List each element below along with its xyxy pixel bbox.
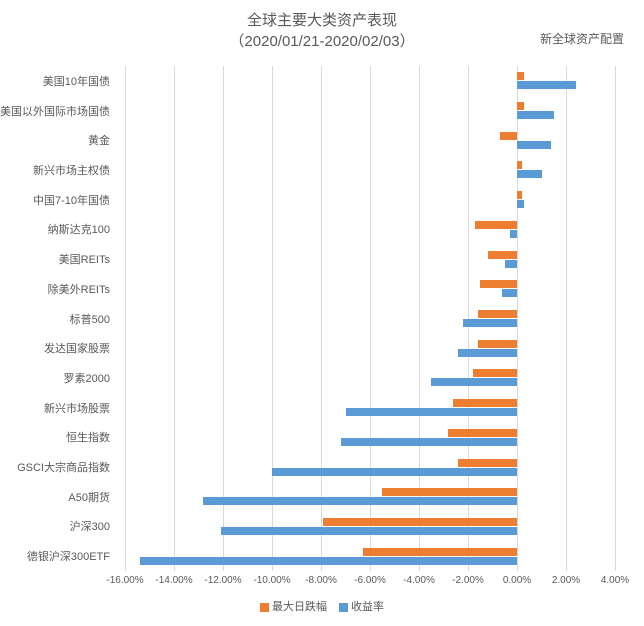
gridline: [370, 66, 371, 571]
x-tick-label: -6.00%: [354, 575, 386, 586]
bar-max-drop: [478, 340, 517, 348]
bar-return: [517, 170, 542, 178]
x-tick-label: -12.00%: [204, 575, 241, 586]
gridline: [272, 66, 273, 571]
bar-max-drop: [323, 518, 517, 526]
y-category-label: 纳斯达克100: [0, 221, 118, 237]
legend-swatch: [339, 603, 348, 612]
gridline: [223, 66, 224, 571]
y-category-label: 黄金: [0, 132, 118, 148]
bar-return: [510, 230, 517, 238]
x-tick-label: 4.00%: [601, 575, 629, 586]
bar-return: [502, 289, 517, 297]
bar-max-drop: [517, 161, 522, 169]
y-category-label: 除美外REITs: [0, 281, 118, 297]
bar-max-drop: [517, 102, 524, 110]
y-category-label: A50期货: [0, 489, 118, 505]
legend-label: 收益率: [351, 601, 384, 613]
bar-max-drop: [500, 132, 517, 140]
bar-return: [346, 408, 518, 416]
bar-max-drop: [478, 310, 517, 318]
y-category-label: 沪深300: [0, 518, 118, 534]
y-category-label: 罗素2000: [0, 370, 118, 386]
bar-max-drop: [517, 72, 524, 80]
legend-swatch: [260, 603, 269, 612]
gridline: [566, 66, 567, 571]
y-category-label: 恒生指数: [0, 429, 118, 445]
asset-performance-chart: 全球主要大类资产表现 （2020/01/21-2020/02/03） 新全球资产…: [0, 0, 644, 626]
y-category-label: 中国7-10年国债: [0, 192, 118, 208]
y-category-label: 美国以外国际市场国债: [0, 103, 118, 119]
legend-item: 最大日跌幅: [260, 598, 327, 614]
legend: 最大日跌幅 收益率: [0, 598, 644, 614]
bar-max-drop: [473, 369, 517, 377]
bar-max-drop: [475, 221, 517, 229]
bar-max-drop: [448, 429, 517, 437]
bar-return: [517, 141, 551, 149]
x-tick-label: -4.00%: [403, 575, 435, 586]
y-category-label: 新兴市场股票: [0, 400, 118, 416]
y-category-label: 标普500: [0, 311, 118, 327]
legend-label: 最大日跌幅: [272, 601, 327, 613]
bar-max-drop: [488, 251, 517, 259]
bar-return: [463, 319, 517, 327]
y-category-label: 美国REITs: [0, 251, 118, 267]
y-category-label: 美国10年国债: [0, 73, 118, 89]
bar-max-drop: [458, 459, 517, 467]
bar-max-drop: [363, 548, 517, 556]
gridline: [125, 66, 126, 571]
y-category-label: 德银沪深300ETF: [0, 548, 118, 564]
x-tick-label: 2.00%: [552, 575, 580, 586]
y-category-label: GSCI大宗商品指数: [0, 459, 118, 475]
bar-return: [140, 557, 517, 565]
title-line-1: 全球主要大类资产表现: [0, 10, 644, 31]
bar-return: [517, 200, 524, 208]
bar-return: [517, 81, 576, 89]
bar-max-drop: [480, 280, 517, 288]
bar-max-drop: [453, 399, 517, 407]
gridline: [321, 66, 322, 571]
bar-return: [431, 378, 517, 386]
x-tick-label: -8.00%: [305, 575, 337, 586]
plot-area: [125, 66, 615, 571]
bar-return: [203, 497, 517, 505]
x-tick-label: -10.00%: [253, 575, 290, 586]
x-tick-label: -14.00%: [155, 575, 192, 586]
bar-return: [505, 260, 517, 268]
bar-return: [517, 111, 554, 119]
bar-return: [341, 438, 517, 446]
x-tick-label: -16.00%: [106, 575, 143, 586]
legend-item: 收益率: [339, 598, 384, 614]
bar-return: [272, 468, 517, 476]
gridline: [615, 66, 616, 571]
source-label: 新全球资产配置: [540, 30, 624, 47]
gridline: [174, 66, 175, 571]
bar-max-drop: [382, 488, 517, 496]
bar-return: [458, 349, 517, 357]
y-category-label: 发达国家股票: [0, 340, 118, 356]
bar-max-drop: [517, 191, 522, 199]
bar-return: [221, 527, 517, 535]
x-tick-label: 0.00%: [503, 575, 531, 586]
x-tick-label: -2.00%: [452, 575, 484, 586]
y-category-label: 新兴市场主权债: [0, 162, 118, 178]
